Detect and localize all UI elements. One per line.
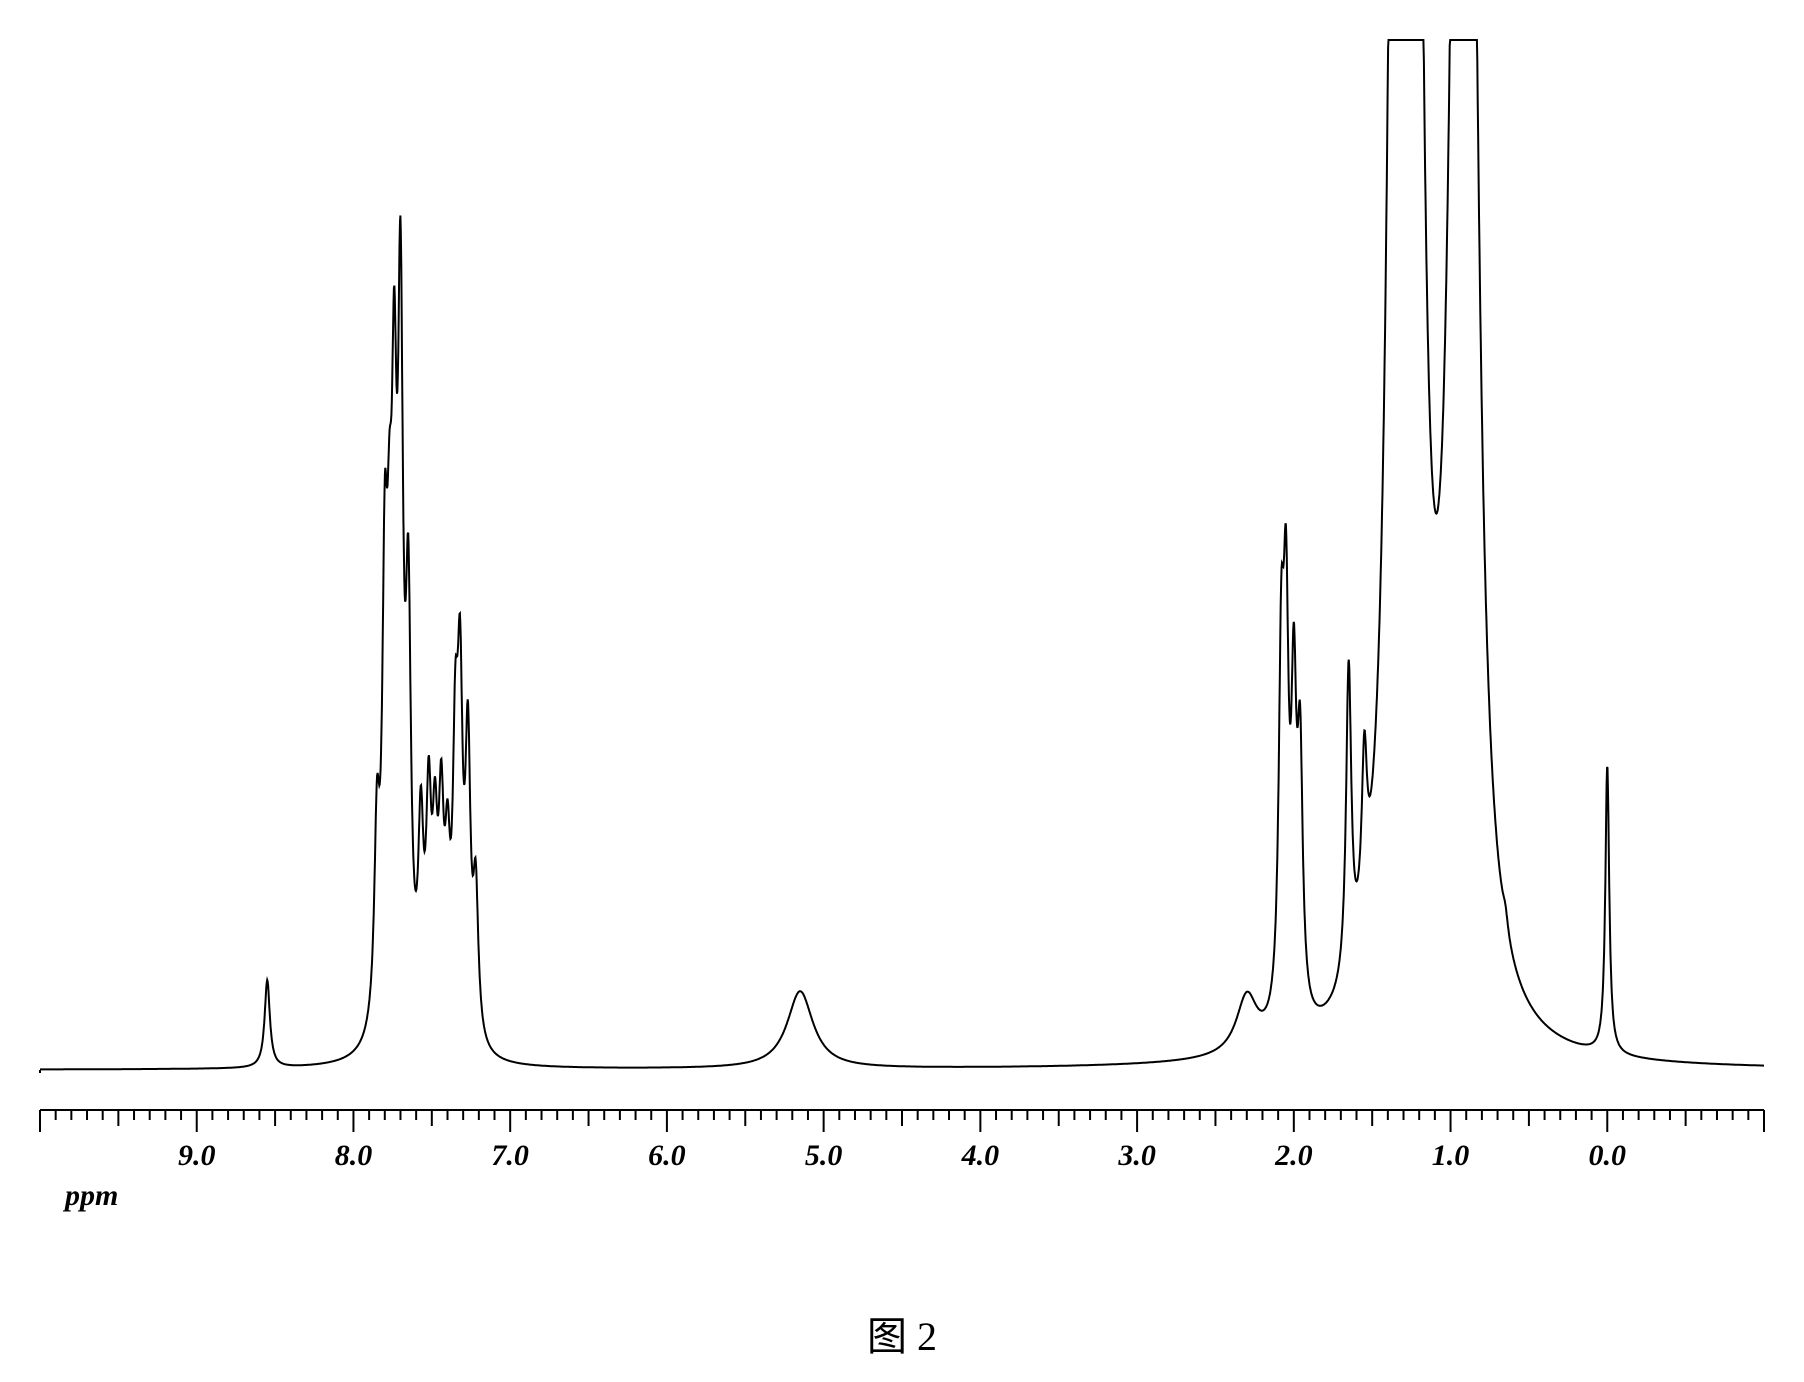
x-axis-label: ppm — [62, 1179, 118, 1212]
nmr-spectrum-svg: 9.0 8.0 7.0 6.0 5.0 4.0 3.0 2.0 1.0 0.0 ppm — [20, 20, 1784, 1260]
x-tick-label: 7.0 — [491, 1139, 529, 1172]
x-tick-label: 3.0 — [1117, 1139, 1156, 1172]
x-tick-label: 8.0 — [335, 1139, 373, 1172]
spectrum-trace — [40, 40, 1764, 1073]
x-axis: 9.0 8.0 7.0 6.0 5.0 4.0 3.0 2.0 1.0 0.0 ppm — [40, 1110, 1764, 1212]
x-tick-label: 6.0 — [648, 1139, 686, 1172]
x-tick-label: 2.0 — [1274, 1139, 1313, 1172]
x-tick-label: 0.0 — [1589, 1139, 1627, 1172]
figure-caption: 图 2 — [867, 1304, 937, 1362]
x-tick-label: 1.0 — [1432, 1139, 1470, 1172]
x-tick-label: 4.0 — [961, 1139, 1000, 1172]
x-tick-label: 9.0 — [178, 1139, 216, 1172]
nmr-spectrum-container: 9.0 8.0 7.0 6.0 5.0 4.0 3.0 2.0 1.0 0.0 ppm — [20, 20, 1784, 1260]
x-tick-label: 5.0 — [805, 1139, 843, 1172]
